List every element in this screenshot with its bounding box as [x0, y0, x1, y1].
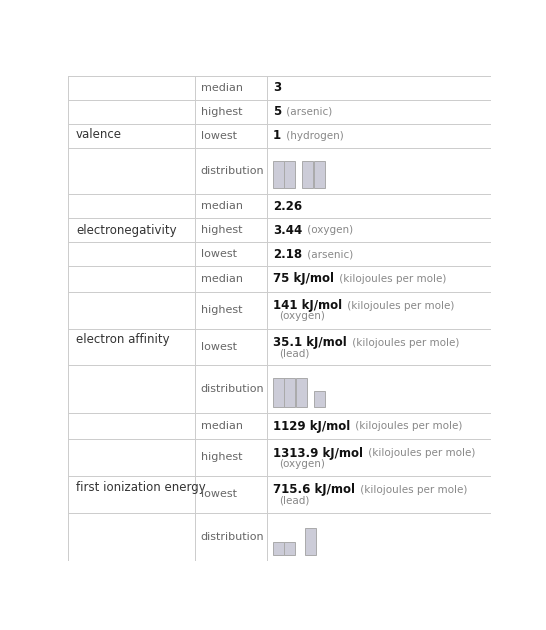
Text: median: median — [201, 201, 243, 211]
Text: (lead): (lead) — [279, 495, 310, 505]
Text: first ionization energy: first ionization energy — [76, 481, 206, 493]
Text: distribution: distribution — [201, 384, 264, 394]
Text: 2.18: 2.18 — [273, 248, 302, 261]
Bar — [273, 161, 284, 188]
Text: 141 kJ/mol: 141 kJ/mol — [273, 299, 342, 312]
Bar — [284, 542, 295, 554]
Bar — [305, 528, 316, 554]
Text: distribution: distribution — [201, 166, 264, 176]
Text: 3.44: 3.44 — [273, 224, 302, 237]
Bar — [284, 378, 295, 407]
Bar — [273, 378, 284, 407]
Text: median: median — [201, 421, 243, 431]
Text: (kilojoules per mole): (kilojoules per mole) — [352, 421, 463, 431]
Text: (oxygen): (oxygen) — [305, 225, 354, 235]
Text: 2.26: 2.26 — [273, 200, 302, 212]
Text: 1313.9 kJ/mol: 1313.9 kJ/mol — [273, 447, 363, 459]
Bar — [273, 542, 284, 554]
Text: 35.1 kJ/mol: 35.1 kJ/mol — [273, 336, 347, 349]
Text: highest: highest — [201, 452, 242, 462]
Text: (arsenic): (arsenic) — [283, 106, 333, 117]
Text: 1129 kJ/mol: 1129 kJ/mol — [273, 420, 350, 433]
Text: (kilojoules per mole): (kilojoules per mole) — [357, 485, 467, 495]
Text: 5: 5 — [273, 105, 281, 118]
Text: highest: highest — [201, 106, 242, 117]
Text: (kilojoules per mole): (kilojoules per mole) — [349, 338, 459, 348]
Text: (oxygen): (oxygen) — [279, 459, 325, 469]
Text: highest: highest — [201, 225, 242, 235]
Text: electron affinity: electron affinity — [76, 333, 170, 347]
Text: 3: 3 — [273, 81, 281, 94]
Bar — [302, 161, 313, 188]
Text: (hydrogen): (hydrogen) — [283, 130, 344, 140]
Text: median: median — [201, 274, 243, 284]
Text: (kilojoules per mole): (kilojoules per mole) — [336, 274, 447, 284]
Text: lowest: lowest — [201, 130, 237, 140]
Text: valence: valence — [76, 129, 122, 141]
Text: (kilojoules per mole): (kilojoules per mole) — [345, 301, 455, 311]
Text: (kilojoules per mole): (kilojoules per mole) — [365, 448, 476, 458]
Text: (arsenic): (arsenic) — [304, 249, 354, 259]
Text: highest: highest — [201, 305, 242, 315]
Bar — [284, 161, 295, 188]
Text: lowest: lowest — [201, 249, 237, 259]
Text: electronegativity: electronegativity — [76, 224, 176, 237]
Text: median: median — [201, 83, 243, 93]
Bar — [314, 161, 325, 188]
Text: (lead): (lead) — [279, 348, 310, 358]
Text: lowest: lowest — [201, 490, 237, 499]
Text: lowest: lowest — [201, 342, 237, 352]
Text: 715.6 kJ/mol: 715.6 kJ/mol — [273, 483, 355, 496]
Bar — [296, 378, 307, 407]
Text: distribution: distribution — [201, 532, 264, 542]
Bar — [314, 391, 325, 407]
Text: (oxygen): (oxygen) — [279, 311, 325, 321]
Text: 75 kJ/mol: 75 kJ/mol — [273, 272, 334, 285]
Text: 1: 1 — [273, 129, 281, 142]
